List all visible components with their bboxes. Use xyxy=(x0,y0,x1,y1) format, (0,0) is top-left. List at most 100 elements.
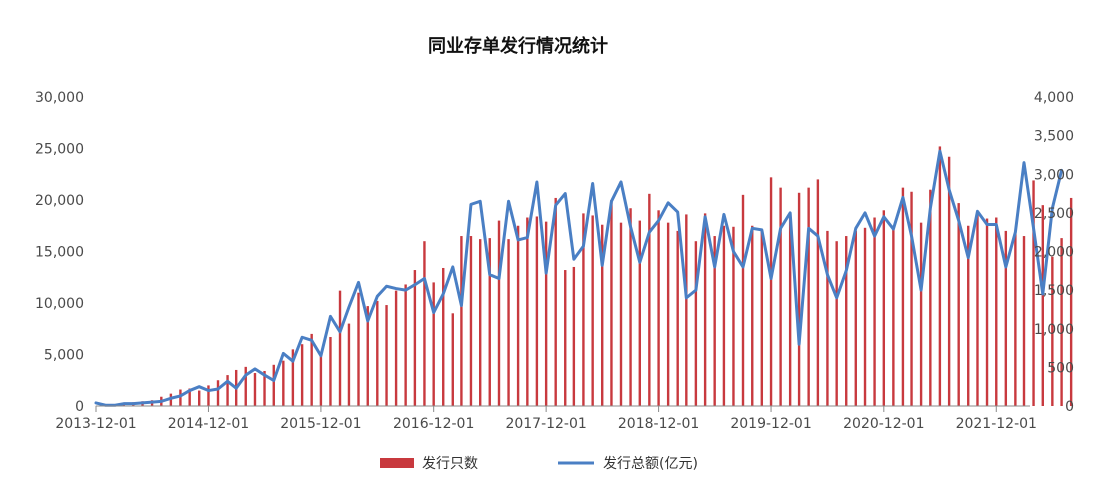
y-left-tick-label: 0 xyxy=(75,399,84,415)
bar xyxy=(826,230,829,406)
bar xyxy=(957,203,960,406)
bar xyxy=(488,238,491,406)
bar xyxy=(291,349,295,406)
bar xyxy=(469,236,473,406)
bar xyxy=(685,214,688,406)
bar xyxy=(179,389,182,406)
bar xyxy=(1041,205,1044,406)
bar xyxy=(1022,236,1026,406)
bar xyxy=(244,366,247,406)
bar xyxy=(404,284,407,406)
y-right-tick-label: 2,500 xyxy=(1034,206,1074,222)
bar xyxy=(423,241,426,406)
bar xyxy=(338,290,342,406)
bar xyxy=(319,354,323,406)
bar xyxy=(929,189,932,406)
bar xyxy=(638,220,641,406)
bar xyxy=(479,239,482,406)
bar xyxy=(676,230,679,406)
bar xyxy=(816,179,820,406)
bar xyxy=(1004,230,1008,406)
bar xyxy=(526,217,529,406)
bar xyxy=(967,225,970,406)
bar xyxy=(666,222,670,406)
bar xyxy=(882,210,886,406)
bar xyxy=(432,282,435,406)
bar xyxy=(216,380,220,406)
bar xyxy=(901,187,905,406)
y-right-tick-label: 1,500 xyxy=(1034,283,1074,299)
y-left-tick-label: 5,000 xyxy=(44,348,84,364)
bar xyxy=(995,217,998,406)
x-tick-label: 2018-12-01 xyxy=(618,416,699,432)
bar xyxy=(788,215,792,406)
x-tick-label: 2014-12-01 xyxy=(168,416,249,432)
bar xyxy=(694,241,698,406)
bar xyxy=(713,236,716,406)
bar xyxy=(919,222,923,406)
x-tick-label: 2017-12-01 xyxy=(505,416,586,432)
bar xyxy=(300,344,304,406)
bar xyxy=(385,305,388,406)
bar xyxy=(892,225,895,406)
bar xyxy=(376,300,379,406)
bar xyxy=(985,218,989,406)
bar xyxy=(394,290,398,406)
y-left-tick-label: 20,000 xyxy=(35,193,84,209)
bar xyxy=(732,226,735,406)
x-tick-label: 2015-12-01 xyxy=(280,416,361,432)
bar-series xyxy=(94,146,1073,406)
bar xyxy=(263,370,266,406)
y-right-tick-label: 4,000 xyxy=(1034,90,1074,106)
bar xyxy=(863,227,867,406)
x-tick-label: 2013-12-01 xyxy=(55,416,136,432)
bar xyxy=(282,360,285,406)
y-right-tick-label: 0 xyxy=(1065,399,1074,415)
bar xyxy=(451,313,454,406)
bar xyxy=(1060,238,1063,406)
y-left-tick-label: 30,000 xyxy=(35,90,84,106)
bar xyxy=(769,177,773,406)
bar xyxy=(507,239,510,406)
chart-title: 同业存单发行情况统计 xyxy=(428,35,608,57)
y-left-tick-label: 10,000 xyxy=(35,296,84,312)
bar xyxy=(442,267,445,406)
bar xyxy=(703,213,707,406)
bar xyxy=(835,241,838,406)
bar xyxy=(619,222,623,406)
bar xyxy=(873,217,876,406)
bar xyxy=(797,192,801,406)
bar xyxy=(629,208,632,406)
x-tick-label: 2020-12-01 xyxy=(843,416,924,432)
legend-line-label: 发行总额(亿元) xyxy=(603,456,698,472)
bar xyxy=(938,146,942,406)
bar xyxy=(722,225,726,406)
bar xyxy=(910,191,913,406)
y-left-tick-label: 25,000 xyxy=(35,142,84,158)
legend-bar-label: 发行只数 xyxy=(422,456,478,472)
bar xyxy=(807,187,810,406)
legend: 发行只数 发行总额(亿元) xyxy=(380,456,698,472)
bar xyxy=(310,333,313,406)
bar xyxy=(497,220,501,406)
bar xyxy=(601,224,604,406)
legend-bar-swatch xyxy=(380,458,414,468)
bar xyxy=(845,236,848,406)
bar xyxy=(554,197,557,406)
y-right-tick-label: 3,000 xyxy=(1034,167,1074,183)
bar xyxy=(854,230,857,406)
bar xyxy=(751,225,754,406)
axes: 2013-12-01 2014-12-01 2015-12-01 2016-12-01… xyxy=(35,90,1074,432)
bar xyxy=(535,216,539,406)
x-tick-label: 2021-12-01 xyxy=(956,416,1037,432)
total-line xyxy=(94,149,1064,407)
line-series xyxy=(94,149,1064,407)
bar xyxy=(207,385,210,406)
bar xyxy=(413,270,417,406)
x-tick-label: 2016-12-01 xyxy=(393,416,474,432)
bar xyxy=(610,200,613,406)
bar xyxy=(253,373,257,406)
bar xyxy=(347,323,351,406)
bar xyxy=(460,236,463,406)
y-right-tick-label: 2,000 xyxy=(1034,245,1074,261)
